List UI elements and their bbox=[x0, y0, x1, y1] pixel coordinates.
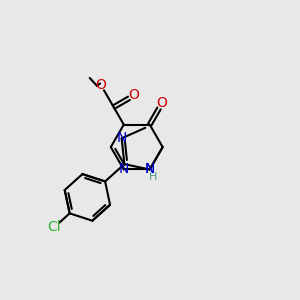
Text: O: O bbox=[157, 96, 167, 110]
Text: Cl: Cl bbox=[47, 220, 61, 234]
Text: O: O bbox=[129, 88, 140, 102]
Text: N: N bbox=[116, 131, 127, 145]
Text: N: N bbox=[145, 163, 155, 176]
Text: N: N bbox=[145, 163, 155, 176]
Text: H: H bbox=[149, 172, 157, 182]
Text: N: N bbox=[118, 163, 129, 176]
Text: O: O bbox=[95, 78, 106, 92]
